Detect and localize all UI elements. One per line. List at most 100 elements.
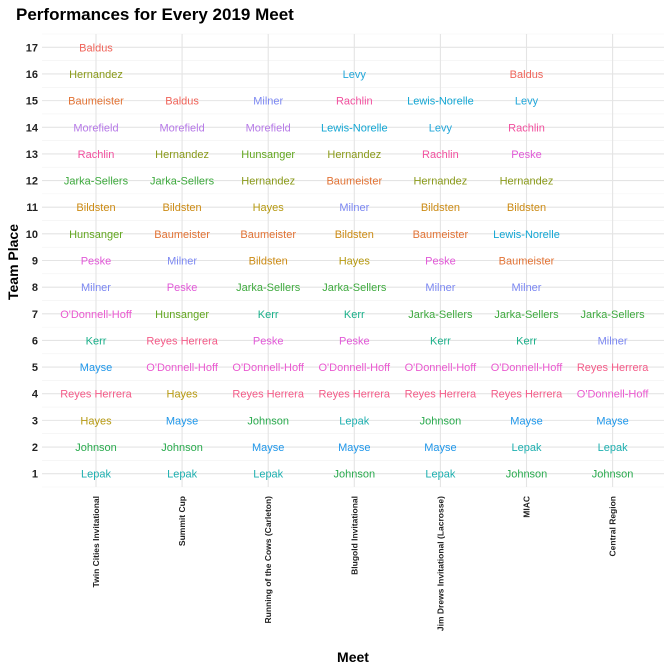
y-tick-label: 15 — [26, 96, 38, 108]
y-tick-label: 7 — [32, 309, 38, 321]
data-label: Rachlin — [336, 96, 373, 108]
data-label: Levy — [429, 122, 453, 134]
data-label: Hayes — [80, 415, 112, 427]
data-label: Lepak — [253, 469, 283, 481]
data-label: Kerr — [430, 335, 451, 347]
data-label: O'Donnell-Hoff — [146, 362, 219, 374]
data-label: Lewis-Norelle — [407, 96, 474, 108]
data-label: Jarka-Sellers — [150, 176, 215, 188]
data-label: Hunsanger — [155, 309, 209, 321]
data-label: Morefield — [159, 122, 204, 134]
data-label: Jarka-Sellers — [408, 309, 473, 321]
y-tick-label: 16 — [26, 69, 38, 81]
data-label: O'Donnell-Hoff — [491, 362, 564, 374]
data-label: Baldus — [165, 96, 199, 108]
data-label: Kerr — [86, 335, 107, 347]
data-label: Baumeister — [68, 96, 124, 108]
y-tick-label: 5 — [32, 362, 38, 374]
data-label: Hayes — [253, 202, 285, 214]
data-label: Johnson — [161, 442, 203, 454]
data-label: Mayse — [252, 442, 284, 454]
data-label: O'Donnell-Hoff — [232, 362, 305, 374]
data-label: Mayse — [424, 442, 456, 454]
y-tick-label: 17 — [26, 42, 38, 54]
data-label: Mayse — [338, 442, 370, 454]
chart-title: Performances for Every 2019 Meet — [16, 5, 294, 24]
data-label: Bildsten — [335, 229, 374, 241]
data-label: Milner — [512, 282, 542, 294]
data-label: Hunsanger — [241, 149, 295, 161]
y-tick-label: 14 — [26, 122, 39, 134]
x-tick-label: Blugold Invitational — [349, 496, 359, 575]
y-tick-label: 13 — [26, 149, 38, 161]
data-label: Bildsten — [421, 202, 460, 214]
data-label: Johnson — [334, 469, 376, 481]
x-tick-label: Jim Drews Invitational (Lacrosse) — [435, 496, 445, 631]
data-label: O'Donnell-Hoff — [318, 362, 391, 374]
data-label: Lepak — [167, 469, 197, 481]
data-label: Mayse — [510, 415, 542, 427]
data-label: Johnson — [506, 469, 548, 481]
data-label: Baldus — [79, 42, 113, 54]
data-label: Jarka-Sellers — [322, 282, 387, 294]
data-label: Peske — [81, 256, 112, 268]
data-label: Peske — [511, 149, 542, 161]
data-label: Baldus — [510, 69, 544, 81]
data-label: Lewis-Norelle — [493, 229, 560, 241]
data-label: Baumeister — [154, 229, 210, 241]
data-label: Lepak — [598, 442, 628, 454]
data-label: Johnson — [592, 469, 634, 481]
data-label: Jarka-Sellers — [64, 176, 129, 188]
data-label: Baumeister — [326, 176, 382, 188]
data-label: Bildsten — [163, 202, 202, 214]
data-label: Milner — [167, 256, 197, 268]
data-label: Peske — [253, 335, 284, 347]
data-label: Hernandez — [69, 69, 123, 81]
x-tick-label: Running of the Cows (Carleton) — [263, 496, 273, 624]
data-label: Rachlin — [422, 149, 459, 161]
data-label: Baumeister — [499, 256, 555, 268]
data-label: Hernandez — [241, 176, 295, 188]
y-axis-title: Team Place — [5, 224, 21, 300]
data-label: Reyes Herrera — [319, 389, 391, 401]
data-label: Lepak — [81, 469, 111, 481]
y-tick-label: 9 — [32, 256, 38, 268]
data-label: Reyes Herrera — [232, 389, 304, 401]
data-label: Peske — [425, 256, 456, 268]
data-label: Kerr — [344, 309, 365, 321]
data-label: Jarka-Sellers — [494, 309, 559, 321]
data-label: Milner — [425, 282, 455, 294]
data-label: Morefield — [73, 122, 118, 134]
data-label: Baumeister — [240, 229, 296, 241]
data-label: Reyes Herrera — [577, 362, 649, 374]
data-label: Peske — [167, 282, 198, 294]
data-labels: Lepak Johnson Hayes Reyes Herrera Mayse Kerr O… — [60, 42, 649, 480]
data-label: Levy — [343, 69, 367, 81]
data-label: Hernandez — [155, 149, 209, 161]
data-label: Lepak — [425, 469, 455, 481]
data-label: Hunsanger — [69, 229, 123, 241]
data-label: Milner — [598, 335, 628, 347]
data-label: Jarka-Sellers — [581, 309, 646, 321]
data-label: Kerr — [258, 309, 279, 321]
y-tick-label: 6 — [32, 335, 38, 347]
data-label: Peske — [339, 335, 370, 347]
data-label: Milner — [339, 202, 369, 214]
data-label: Johnson — [247, 415, 289, 427]
data-label: Bildsten — [76, 202, 115, 214]
data-label: Hernandez — [327, 149, 381, 161]
y-tick-label: 10 — [26, 229, 38, 241]
data-label: Morefield — [246, 122, 291, 134]
y-tick-label: 2 — [32, 442, 38, 454]
data-label: Lepak — [339, 415, 369, 427]
x-axis-title: Meet — [337, 649, 369, 665]
data-label: Mayse — [166, 415, 198, 427]
data-label: Mayse — [80, 362, 112, 374]
data-label: Reyes Herrera — [146, 335, 218, 347]
data-label: Hayes — [339, 256, 371, 268]
data-label: Levy — [515, 96, 539, 108]
data-label: Bildsten — [507, 202, 546, 214]
data-label: Milner — [253, 96, 283, 108]
